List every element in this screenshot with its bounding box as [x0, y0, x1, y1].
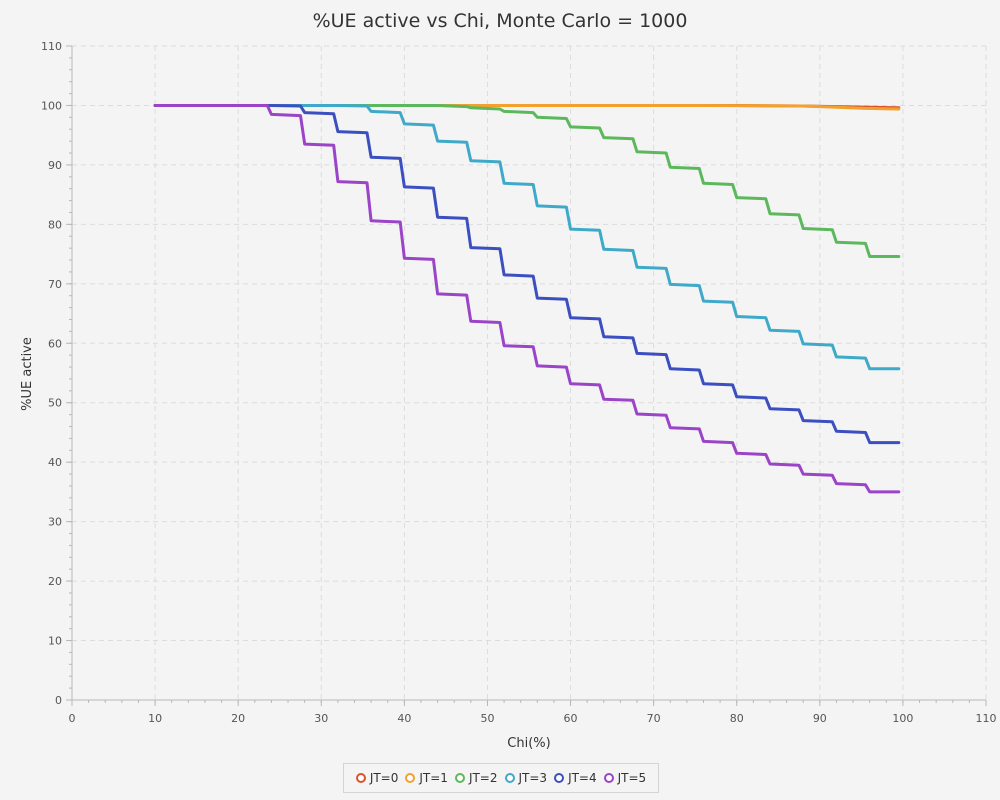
legend-item[interactable]: JT=1 [405, 771, 448, 785]
y-tick-label: 40 [48, 456, 62, 469]
x-tick-label: 10 [148, 712, 162, 725]
legend-swatch-circle-icon [504, 773, 515, 783]
y-tick-label: 110 [41, 40, 62, 53]
x-tick-label: 30 [314, 712, 328, 725]
axes: 0 10 20 30 40 50 60 70 80 90 100 110 0 10 20 30 40 50 60 70… [41, 40, 997, 725]
x-tick-label: 50 [480, 712, 494, 725]
legend-swatch-circle-icon [355, 773, 366, 783]
legend-item[interactable]: JT=0 [355, 771, 399, 785]
legend-item[interactable]: JT=2 [454, 771, 498, 785]
legend-swatch-circle-icon [554, 773, 565, 783]
series-line-jt-1 [153, 104, 901, 111]
x-tick-label: 20 [231, 712, 245, 725]
legend-label: JT=2 [468, 771, 498, 785]
y-tick-label: 20 [48, 575, 62, 588]
x-tick-label: 90 [813, 712, 827, 725]
legend-item[interactable]: JT=4 [554, 771, 597, 785]
legend-item[interactable]: JT=3 [504, 771, 548, 785]
y-axis-title: %UE active [20, 337, 35, 411]
chart-title: %UE active vs Chi, Monte Carlo = 1000 [313, 10, 688, 32]
x-tick-label: 70 [647, 712, 661, 725]
x-tick-label: 110 [976, 712, 997, 725]
y-tick-label: 60 [48, 337, 62, 350]
series-line-jt-4 [153, 104, 901, 445]
x-tick-label: 60 [564, 712, 578, 725]
legend-label: JT=0 [369, 771, 399, 785]
series-line-jt-5 [153, 104, 901, 494]
x-axis-title: Chi(%) [507, 736, 550, 751]
y-tick-label: 80 [48, 218, 62, 231]
y-tick-label: 10 [48, 635, 62, 648]
x-tick-label: 40 [397, 712, 411, 725]
legend-label: JT=3 [518, 771, 548, 785]
y-tick-label: 90 [48, 159, 62, 172]
x-tick-label: 0 [69, 712, 76, 725]
series-lines [153, 104, 901, 494]
plot-area [72, 46, 986, 700]
legend-label: JT=4 [568, 771, 597, 785]
x-tick-label: 80 [730, 712, 744, 725]
grid [72, 45, 987, 700]
y-tick-label: 30 [48, 516, 62, 529]
legend: JT=0 JT=1 JT=2 JT=3 JT=4 JT=5 [343, 763, 659, 793]
legend-swatch-circle-icon [454, 773, 465, 783]
x-tick-label: 100 [892, 712, 913, 725]
legend-label: JT=1 [419, 771, 448, 785]
y-tick-label: 0 [55, 694, 62, 707]
legend-swatch-circle-icon [603, 773, 614, 783]
y-tick-label: 50 [48, 397, 62, 410]
legend-swatch-circle-icon [405, 773, 416, 783]
y-tick-label: 70 [48, 278, 62, 291]
series-line-jt-2 [153, 104, 901, 258]
legend-item[interactable]: JT=5 [603, 771, 647, 785]
y-tick-label: 100 [41, 99, 62, 112]
legend-label: JT=5 [617, 771, 647, 785]
series-line-jt-3 [153, 104, 901, 371]
